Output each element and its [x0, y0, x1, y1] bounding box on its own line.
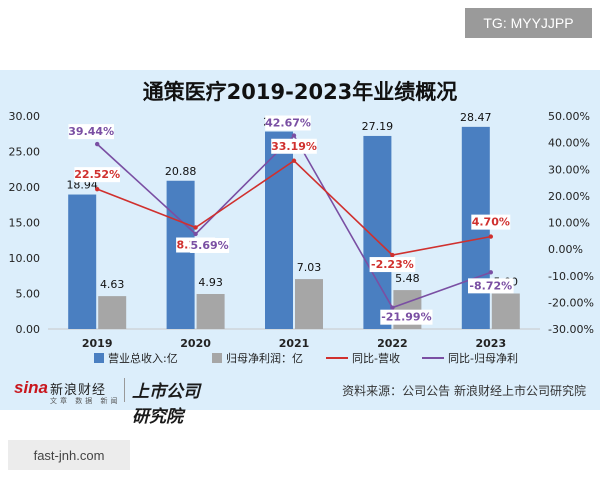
y-left-tick-label: 5.00 [16, 288, 41, 301]
profit-growth-label: -21.99% [381, 311, 431, 324]
logo-divider [124, 378, 125, 402]
revenue-growth-label-box [271, 138, 317, 154]
y-right-tick-label: 40.00% [548, 137, 590, 150]
profit-growth-label-box [68, 124, 114, 140]
x-category-label: 2021 [279, 337, 310, 350]
y-right-tick-label: 10.00% [548, 217, 590, 230]
revenue-growth-line-point [193, 225, 198, 230]
revenue-bar-label: 20.88 [165, 165, 197, 178]
revenue-growth-label: 22.52% [74, 168, 120, 181]
revenue-growth-line-point [291, 158, 297, 163]
profit-growth-line-point [95, 141, 100, 147]
legend-label: 同比-营收 [352, 351, 400, 365]
revenue-growth-label-box [369, 257, 416, 273]
profit-growth-label-box [190, 237, 230, 253]
profit-growth-label: -8.72% [469, 279, 512, 292]
profit-bar [98, 296, 127, 329]
profit-bar-label: 5.48 [395, 272, 420, 285]
research-institute-logo: 上市公司研究院 [132, 382, 200, 427]
y-left-tick-label: 10.00 [9, 252, 41, 265]
profit-growth-line-point [488, 270, 493, 275]
chart-canvas: 0.00 5.00 10.00 15.00 20.00 25.00 30.00 -30.00%… [9, 110, 594, 365]
profit-growth-label: 39.44% [68, 125, 114, 138]
profit-growth-label-box [468, 278, 514, 294]
revenue-growth-line-point [390, 252, 395, 258]
profit-bar-label: 7.03 [297, 261, 322, 274]
x-category-label: 2023 [475, 337, 506, 350]
sina-finance-logo: 新浪财经 [50, 383, 107, 398]
x-category-label: 2022 [377, 337, 408, 350]
revenue-growth-label: 33.19% [271, 140, 317, 153]
profit-bar [491, 293, 520, 329]
profit-bar [295, 279, 323, 329]
revenue-bar [166, 180, 195, 329]
y-right-tick-label: 20.00% [548, 190, 590, 203]
y-left-tick-label: 15.00 [9, 217, 41, 230]
x-category-label: 2020 [180, 337, 211, 350]
profit-growth-line-point [390, 305, 395, 310]
y-right-tick-label: 50.00% [548, 110, 590, 123]
profit-growth-line-point [291, 133, 297, 138]
legend-label: 营业总收入:亿 [108, 351, 178, 365]
sina-logo-subtitle: 文章 数据 新闻 [50, 397, 121, 405]
y-right-tick-label: 30.00% [548, 163, 590, 176]
y-right-tick-label: 0.00% [548, 243, 583, 256]
revenue-bar-label: 27.19 [362, 120, 394, 133]
profit-growth-line-point [193, 231, 198, 237]
y-left-tick-label: 20.00 [9, 181, 41, 194]
revenue-growth-line [96, 159, 491, 256]
legend-label: 归母净利润：亿 [226, 351, 303, 365]
profit-bar [196, 293, 225, 329]
legend-swatch [212, 353, 222, 363]
revenue-growth-label: -2.23% [371, 258, 414, 271]
revenue-growth-line-point [488, 234, 493, 239]
watermark-top-badge: TG: MYYJJPP [465, 8, 592, 38]
chart-title: 通策医疗2019-2023年业绩概况 [142, 80, 458, 104]
y-left-tick-label: 30.00 [9, 110, 41, 123]
legend-label: 同比-归母净利 [448, 351, 518, 365]
y-left-tick-label: 25.00 [9, 146, 41, 159]
profit-growth-label: 42.67% [265, 117, 311, 130]
revenue-bar [68, 194, 97, 329]
y-right-tick-label: -10.00% [548, 270, 594, 283]
revenue-growth-label: 4.70% [472, 216, 510, 229]
revenue-growth-label-box [471, 214, 511, 230]
sina-logo: sina [14, 378, 49, 397]
watermark-bottom-badge: fast-jnh.com [8, 440, 130, 470]
profit-bar-label: 4.63 [100, 278, 125, 291]
profit-growth-label: 5.69% [191, 239, 229, 252]
footer-logos: sina 新浪财经 文章 数据 新闻 上市公司研究院 [14, 374, 214, 427]
revenue-bar-label: 28.47 [460, 111, 492, 124]
legend-swatch [94, 353, 104, 363]
revenue-growth-label-box [74, 167, 120, 183]
y-left-tick-label: 0.00 [16, 323, 41, 336]
y-right-tick-label: -30.00% [548, 323, 594, 336]
profit-growth-label-box [265, 115, 311, 131]
profit-growth-label-box [380, 309, 433, 325]
x-category-label: 2019 [82, 337, 113, 350]
y-right-tick-label: -20.00% [548, 296, 594, 309]
data-source-note: 资料来源：公司公告 新浪财经上市公司研究院 [342, 384, 586, 398]
profit-bar-label: 4.93 [198, 276, 223, 289]
chart-panel: 通策医疗2019-2023年业绩概况 0.00 5.00 10.00 15.00 20.… [0, 70, 600, 427]
revenue-growth-line-point [95, 186, 100, 192]
